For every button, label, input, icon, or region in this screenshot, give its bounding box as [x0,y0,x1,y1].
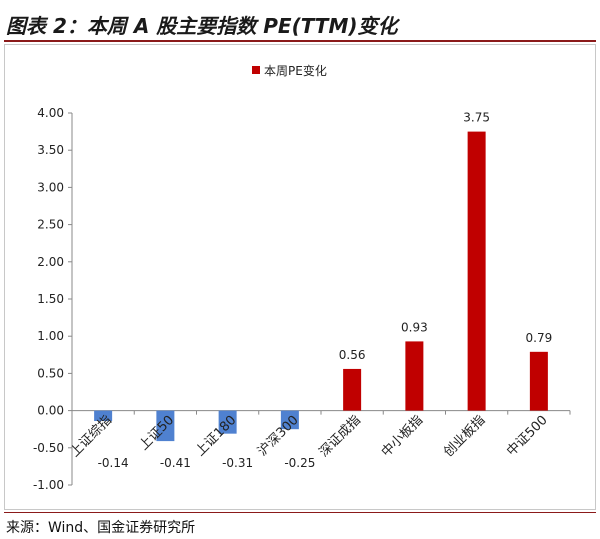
y-tick-label: 1.00 [37,329,64,343]
bar-上证180 [218,410,237,434]
y-tick-label: 3.00 [37,180,64,194]
data-label: -0.14 [98,456,129,470]
y-tick-label: -1.00 [33,478,64,492]
source-note: 来源：Wind、国金证券研究所 [6,520,196,536]
bar-中小板指 [405,341,424,411]
y-tick-label: 3.50 [37,143,64,157]
y-tick-label: 4.00 [37,106,64,120]
data-label: 0.56 [339,348,366,362]
x-tick-label: 深证成指 [317,413,364,460]
y-tick-label: 2.50 [37,218,64,232]
data-label: -0.31 [222,456,253,470]
data-label: -0.25 [284,456,315,470]
title-bar: 图表 2：本周 A 股主要指数 PE(TTM)变化 [4,6,596,42]
data-label: -0.41 [160,456,191,470]
y-tick-label: 0.50 [37,366,64,380]
x-tick-label: 沪深300 [254,412,301,459]
bar-上证综指 [94,410,113,422]
legend-swatch [252,66,260,74]
bar-创业板指 [467,131,486,411]
x-tick-label: 上证180 [193,413,240,460]
figure-title: 图表 2：本周 A 股主要指数 PE(TTM)变化 [6,14,398,38]
y-tick-label: 2.00 [37,255,64,269]
bar-沪深300 [280,410,299,430]
bar-中证500 [529,351,548,411]
bar-深证成指 [343,368,362,411]
data-label: 3.75 [463,111,490,125]
y-tick-label: 1.50 [37,292,64,306]
bar-上证50 [156,410,175,442]
data-label: 0.93 [401,320,428,334]
y-tick-label: -0.50 [33,441,64,455]
x-tick-label: 上证综指 [68,413,115,460]
legend-label: 本周PE变化 [264,63,327,78]
x-tick-label: 中小板指 [379,413,426,460]
chart-frame [4,44,596,510]
y-tick-label: 0.00 [37,404,64,418]
x-tick-label: 创业板指 [441,413,488,460]
data-label: 0.79 [526,331,553,345]
source-bar: 来源：Wind、国金证券研究所 [4,512,596,538]
x-tick-label: 中证500 [504,413,551,460]
